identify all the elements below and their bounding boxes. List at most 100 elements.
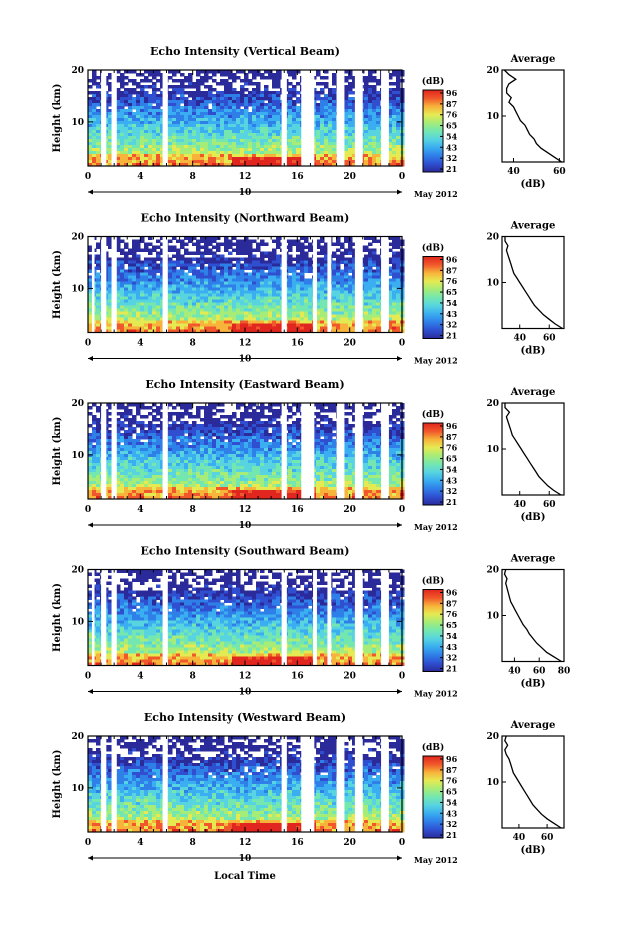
x-tick-label: 0 [399,339,405,349]
heatmap-cell [228,309,233,313]
heatmap-cell [336,285,341,289]
heatmap-cell [96,306,101,310]
heatmap-cell [148,118,153,122]
heatmap-cell [188,264,193,268]
heatmap-cell [96,109,101,113]
heatmap-cell [148,282,153,286]
heatmap-cell [364,151,369,155]
heatmap-cell [148,85,153,89]
heatmap-cell [168,151,173,155]
heatmap-cell [328,100,333,104]
heatmap-cell [252,240,257,244]
heatmap-cell [228,103,233,107]
heatmap-cell [344,94,349,98]
heatmap-cell [300,324,305,328]
heatmap-cell [344,285,349,289]
heatmap-cell [128,97,133,101]
heatmap-cell [196,297,201,301]
heatmap-cell [200,294,205,298]
heatmap-cell [92,415,97,419]
heatmap-cell [196,160,201,164]
heatmap-cell [204,94,209,98]
heatmap-cell [268,294,273,298]
heatmap-cell [128,279,133,283]
heatmap-cell [208,160,213,164]
heatmap-cell [372,327,377,331]
heatmap-cell [132,264,137,268]
heatmap-cell [208,121,213,125]
heatmap-cell [212,318,217,322]
heatmap-cell [248,324,253,328]
heatmap-cell [364,157,369,161]
heatmap-cell [332,315,337,319]
heatmap-cell [176,154,181,158]
heatmap-cell [128,249,133,253]
heatmap-cell [276,91,281,95]
heatmap-cell [232,121,237,125]
heatmap-cell [96,246,101,250]
heatmap-cell [188,136,193,140]
heatmap-cell [296,100,301,104]
heatmap-cell [240,282,245,286]
heatmap-cell [184,130,189,134]
heatmap-cell [236,406,241,410]
heatmap-cell [140,300,145,304]
heatmap-cell [332,321,337,325]
heatmap-cell [236,324,241,328]
heatmap-cell [208,243,213,247]
heatmap-cell [256,279,261,283]
heatmap-cell [296,315,301,319]
heatmap-cell [396,321,401,325]
heatmap-cell [252,412,257,416]
heatmap-cell [188,127,193,131]
heatmap-cell [320,106,325,110]
profile-y-tick-label: 20 [486,66,499,76]
heatmap-cell [192,297,197,301]
heatmap-cell [348,148,353,152]
heatmap-cell [288,288,293,292]
heatmap-cell [228,327,233,331]
heatmap-cell [336,243,341,247]
heatmap-cell [236,100,241,104]
heatmap-cell [144,121,149,125]
heatmap-cell [256,288,261,292]
heatmap-cell [240,112,245,116]
heatmap-cell [136,249,141,253]
heatmap-cell [132,240,137,244]
heatmap-cell [216,160,221,164]
heatmap-cell [220,258,225,262]
heatmap-cell [156,118,161,122]
heatmap-cell [144,415,149,419]
heatmap-cell [348,109,353,113]
heatmap-cell [184,409,189,413]
heatmap-cell [248,100,253,104]
heatmap-cell [296,243,301,247]
heatmap-cell [92,115,97,119]
heatmap-cell [208,273,213,277]
heatmap-cell [252,118,257,122]
heatmap-cell [324,109,329,113]
heatmap-cell [344,154,349,158]
heatmap-cell [244,285,249,289]
heatmap-cell [396,151,401,155]
heatmap-cell [132,121,137,125]
heatmap-cell [296,324,301,328]
date-axis-arrow [88,356,93,361]
heatmap-cell [184,157,189,161]
heatmap-cell [248,148,253,152]
heatmap-cell [88,109,93,113]
heatmap-cell [316,406,321,410]
heatmap-cell [328,88,333,92]
x-tick-label: 0 [399,172,405,182]
heatmap-cell [228,285,233,289]
heatmap-cell [120,309,125,313]
heatmap-cell [176,145,181,149]
colorbar-tick-label: 21 [446,331,457,341]
heatmap-cell [180,142,185,146]
heatmap-cell [124,309,129,313]
heatmap-cell [368,282,373,286]
heatmap-cell [172,282,177,286]
heatmap-cell [124,121,129,125]
heatmap-cell [252,409,257,413]
heatmap-cell [184,291,189,295]
